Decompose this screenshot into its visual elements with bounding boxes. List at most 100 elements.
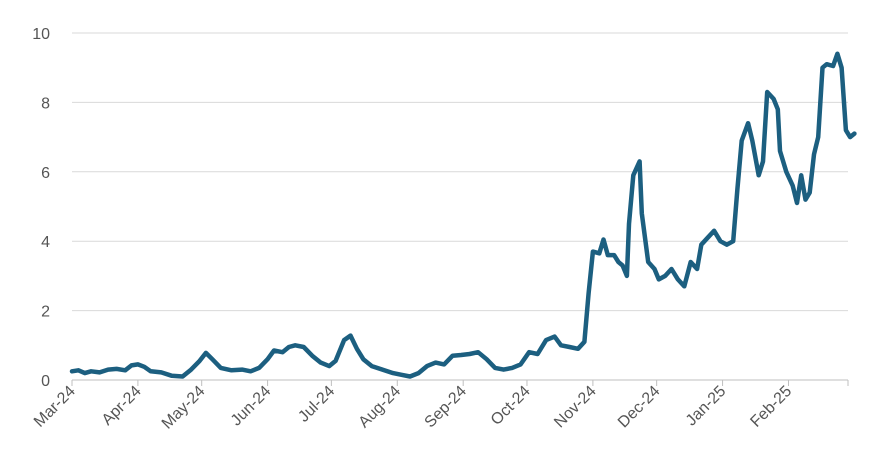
data-point [719,240,722,242]
data-point [115,368,118,370]
data-point [632,174,635,177]
data-point [791,184,794,187]
x-tick-label: Sep-24 [422,383,471,432]
data-point [726,243,728,246]
data-point [371,365,373,367]
data-point [683,285,686,288]
data-point [568,346,571,348]
data-point [736,188,739,190]
data-point [796,202,798,204]
data-point [392,372,394,374]
data-point [598,252,601,255]
data-point [77,369,80,372]
x-tick-label: Apr-24 [99,383,145,429]
data-point [460,354,462,356]
data-point [468,353,471,355]
y-tick-label: 4 [41,234,50,251]
data-point [647,261,649,263]
data-point [288,346,290,348]
x-tick-label: Aug-24 [356,383,405,432]
data-point [840,66,843,69]
data-point [249,370,252,373]
data-point [832,65,834,67]
y-tick-label: 8 [41,95,50,112]
data-point [281,351,284,354]
data-point [273,349,275,352]
data-point [528,351,530,354]
data-point [747,122,749,124]
data-point [849,136,851,138]
data-point [553,335,556,338]
data-point [434,361,437,364]
data-point [171,375,173,377]
data-point [706,236,709,239]
data-point [732,240,734,242]
data-point [592,250,594,253]
data-point [90,370,92,373]
data-point [98,371,101,374]
y-axis-ticks: 0 2 4 6 8 10 [32,26,50,390]
data-point [190,368,192,371]
data-point [577,348,579,350]
data-point [494,367,496,369]
data-point [766,91,768,93]
data-point [205,352,207,354]
data-point [426,365,428,367]
data-point [560,344,562,347]
data-point [772,98,775,100]
data-point [160,371,163,374]
data-point [700,243,703,246]
data-point [334,360,337,362]
data-point [536,353,539,355]
data-point [779,150,781,152]
data-point [583,341,586,343]
data-point [266,358,269,361]
data-point [641,212,643,215]
data-point [302,346,305,348]
data-point [356,348,358,350]
x-tick-label: Jul-24 [295,383,338,426]
data-point [124,369,126,372]
y-tick-label: 2 [41,304,50,321]
data-point [670,268,673,270]
data-point [343,339,345,341]
data-point [71,370,73,373]
x-tick-label: Mar-24 [31,383,79,431]
data-point [804,198,807,201]
data-point [757,174,760,177]
x-tick-label: Dec-24 [615,383,664,432]
data-point [613,254,615,256]
data-point [220,367,222,369]
data-point [740,139,743,142]
data-point [409,375,411,378]
x-tick-label: Oct-24 [488,383,534,429]
data-point [485,358,488,361]
x-tick-label: May-24 [159,383,209,433]
data-point [545,339,547,341]
data-point [808,191,811,194]
data-point [696,268,698,270]
data-point [519,363,522,366]
data-point [381,368,384,371]
data-point [602,238,605,241]
data-point [677,278,679,281]
gridlines [72,32,848,312]
data-point [713,230,715,232]
x-tick-label: Nov-24 [551,383,600,432]
data-point [785,171,788,173]
x-axis-ticks: Mar-24 Apr-24 May-24 Jun-24 Jul-24 Aug-24 Sep-… [31,380,849,433]
data-point [817,136,819,138]
data-point [502,368,505,371]
data-point [800,174,802,177]
data-point [511,367,513,369]
data-point [349,334,352,337]
data-point [845,129,847,131]
data-point [258,367,260,369]
series-line-0 [69,51,857,379]
data-point [653,268,656,270]
data-point [617,261,620,263]
data-point [137,363,139,366]
data-point [149,370,152,373]
x-tick-label: Jan-25 [683,383,730,430]
